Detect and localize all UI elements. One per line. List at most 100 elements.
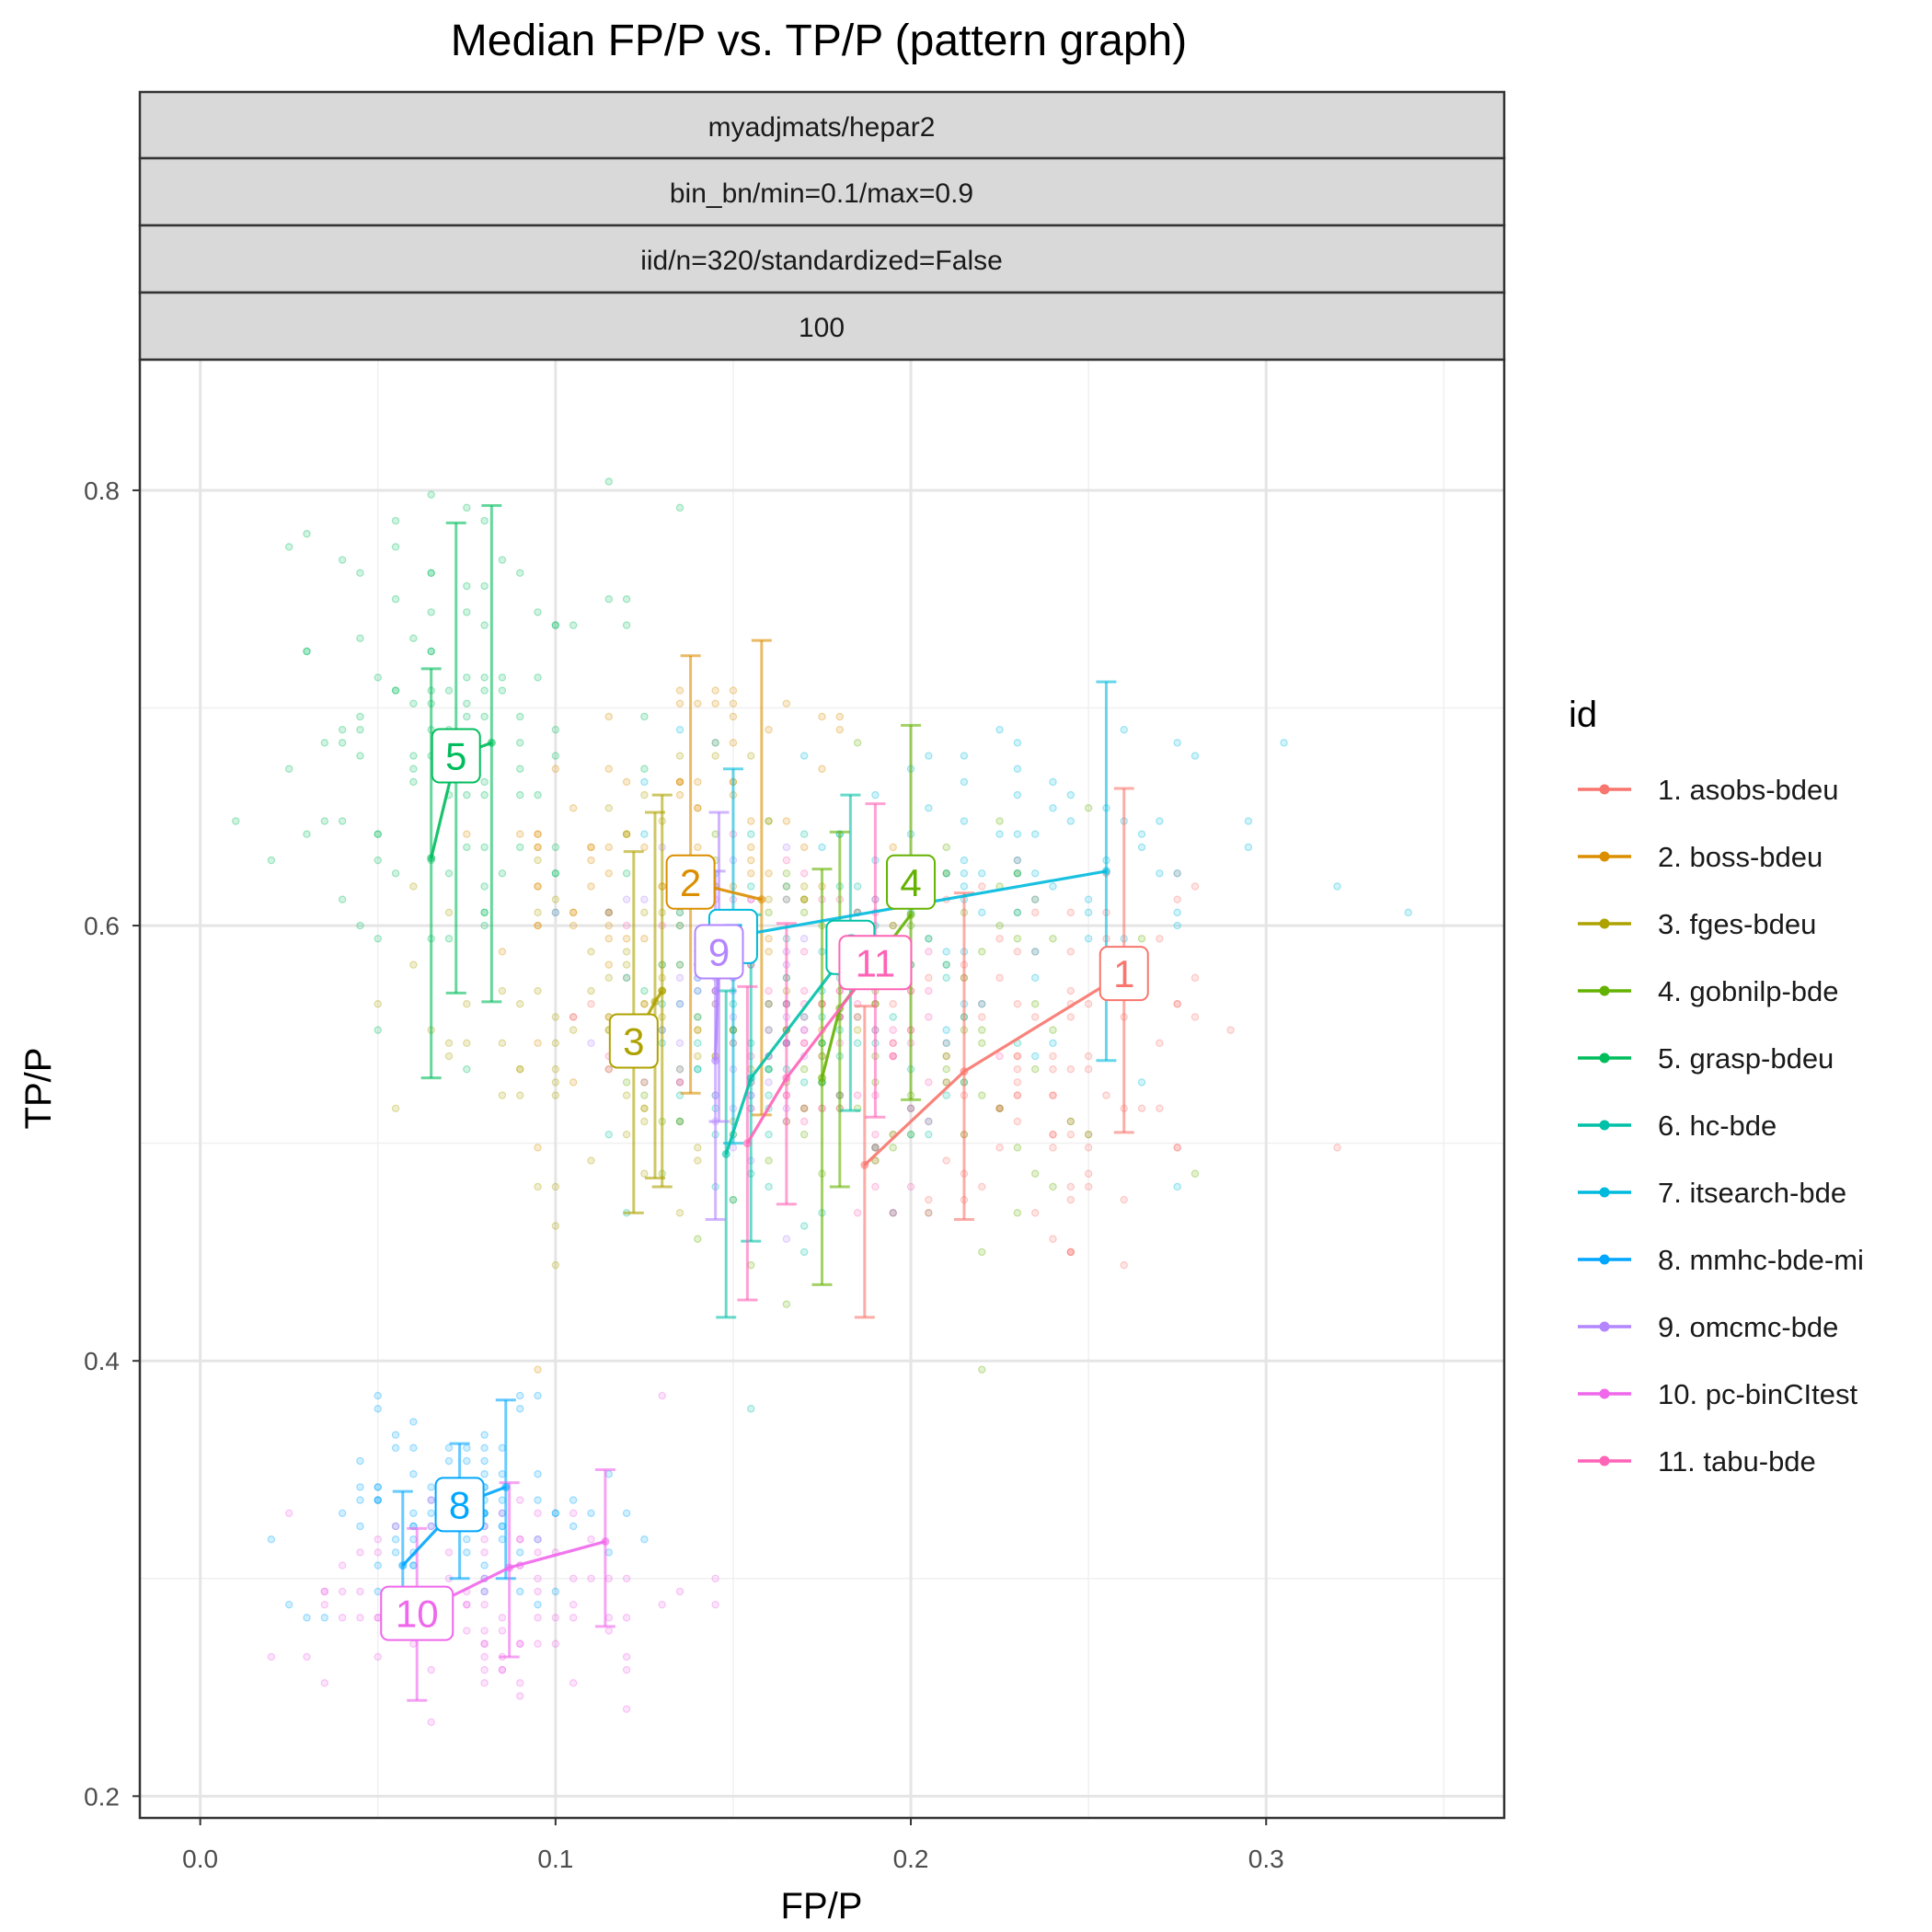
series-11-sample-point — [925, 948, 933, 956]
series-1-sample-point — [1049, 1091, 1057, 1099]
series-11-errorbar-2 — [776, 922, 797, 1206]
series-4-sample-point — [1013, 869, 1022, 878]
series-8-sample-point — [320, 1614, 329, 1622]
series-2-sample-point — [587, 882, 595, 891]
series-11-sample-point — [889, 1052, 897, 1061]
series-2-sample-point — [729, 686, 738, 695]
series-3-sample-point — [551, 1260, 560, 1270]
series-11-median-point — [782, 1074, 791, 1083]
series-10-median-point — [601, 1537, 610, 1547]
series-2-sample-point — [747, 856, 755, 865]
series-8-sample-point — [356, 1522, 364, 1531]
series-7-sample-point — [1137, 843, 1146, 852]
series-7-sample-point — [1013, 856, 1022, 865]
series-11-sample-point — [925, 1209, 933, 1217]
series-7-sample-point — [1013, 869, 1022, 878]
series-11-sample-point — [925, 1013, 933, 1021]
series-4-sample-point — [1190, 1169, 1200, 1178]
series-10-sample-point — [534, 1574, 542, 1582]
series-4-sample-point — [942, 960, 950, 969]
series-5-errorbar-3 — [481, 504, 502, 1004]
series-5-sample-point — [303, 647, 311, 656]
series-10-sample-point — [480, 1679, 489, 1687]
series-8-sample-point — [391, 1431, 400, 1439]
series-10-sample-point — [320, 1587, 329, 1596]
series-1-sample-point — [1066, 948, 1075, 956]
series-2-sample-point — [694, 804, 702, 812]
series-3-sample-point — [498, 986, 507, 995]
series-9-sample-point — [675, 1065, 684, 1074]
series-2-sample-point — [534, 921, 542, 930]
series-5-sample-point — [409, 699, 418, 707]
y-tick-label-0: 0.2 — [84, 1782, 120, 1811]
series-1-sample-point — [889, 1052, 897, 1061]
series-2-sample-point — [534, 882, 542, 891]
series-9-sample-point — [729, 1144, 738, 1152]
series-11-sample-point — [853, 1013, 862, 1021]
series-11-sample-point — [799, 986, 809, 995]
series-3-sample-point — [604, 973, 613, 983]
series-4-sample-point — [978, 948, 986, 956]
series-3-sample-point — [604, 1065, 613, 1074]
series-8-label: 8 — [434, 1477, 485, 1533]
series-8-sample-point — [267, 1535, 276, 1544]
series-7-sample-point — [1156, 869, 1164, 878]
series-1-sample-point — [1066, 1117, 1075, 1126]
series-7-sample-point — [1031, 973, 1040, 983]
series-8-sample-point — [569, 1522, 578, 1531]
series-8-label-box — [434, 1477, 485, 1533]
series-8-sample-point — [640, 1535, 649, 1544]
series-4-sample-point — [782, 1300, 791, 1308]
legend-item-label: 7. itsearch-bde — [1658, 1177, 1846, 1209]
legend-item-label: 1. asobs-bdeu — [1658, 774, 1838, 806]
series-3-sample-point — [765, 895, 773, 903]
series-5-sample-point — [534, 608, 542, 616]
series-4-sample-point — [925, 935, 933, 943]
series-6-sample-point — [942, 973, 950, 983]
series-7-sample-point — [942, 1026, 950, 1034]
series-11-sample-point — [782, 856, 791, 865]
series-5-sample-point — [338, 895, 347, 903]
series-6-sample-point — [675, 1000, 684, 1008]
series-9-sample-point — [782, 895, 791, 903]
series-3-median-point — [658, 986, 667, 995]
series-3-sample-point — [694, 1052, 702, 1061]
legend-item-label: 5. grasp-bdeu — [1658, 1042, 1834, 1075]
series-8-sample-point — [516, 1587, 524, 1596]
series-4-label-text: 4 — [900, 861, 921, 904]
series-7-sample-point — [1137, 1078, 1146, 1087]
series-3-sample-point — [534, 908, 542, 917]
series-8-median-point — [398, 1561, 408, 1570]
series-4-sample-point — [1013, 908, 1022, 917]
series-5-sample-point — [604, 595, 613, 604]
series-7-sample-point — [978, 1000, 986, 1008]
series-3-sample-point — [640, 908, 649, 917]
series-10-sample-point — [569, 1574, 578, 1582]
series-1-sample-point — [587, 1000, 595, 1008]
series-5-sample-point — [640, 986, 649, 995]
series-8-sample-point — [463, 1456, 471, 1466]
series-5-sample-point — [356, 569, 364, 578]
series-6-sample-point — [871, 1144, 880, 1152]
series-3-sample-point — [622, 948, 631, 956]
legend-item-1: 1. asobs-bdeu — [1578, 774, 1838, 806]
series-4-sample-point — [1031, 1000, 1040, 1008]
series-3-sample-point — [675, 1117, 684, 1126]
facet-strip-1-label: myadjmats/hepar2 — [708, 112, 936, 143]
x-axis: 0.0 0.1 0.2 0.3 FP/P — [182, 1818, 1284, 1926]
series-10-sample-point — [463, 1600, 471, 1609]
series-7-sample-point — [942, 869, 950, 878]
series-3-sample-point — [534, 986, 542, 995]
series-1-sample-point — [1013, 1117, 1022, 1126]
series-10-sample-point — [480, 1652, 489, 1662]
series-3-sample-point — [747, 752, 755, 760]
series-2-sample-point — [765, 817, 773, 825]
series-11-sample-point — [889, 1026, 897, 1034]
series-6-median-point — [746, 1074, 755, 1083]
series-6-sample-point — [765, 1065, 773, 1074]
series-8-sample-point — [444, 1443, 454, 1453]
series-5-sample-point — [338, 556, 347, 564]
series-9-sample-point — [587, 1039, 595, 1048]
series-10-sample-point — [463, 1600, 471, 1609]
series-2-sample-point — [622, 935, 631, 943]
